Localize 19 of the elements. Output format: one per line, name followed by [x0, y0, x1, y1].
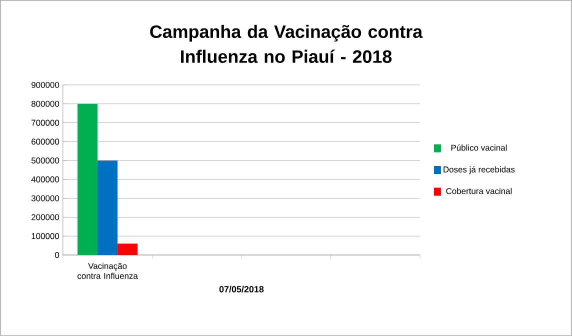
chart-title: Campanha da Vacinação contra Influenza no Piauí - 2018 — [150, 24, 423, 63]
x-axis-title: 07/05/2018 — [219, 286, 264, 292]
bar — [118, 244, 138, 256]
y-tick-label: 200000 — [32, 214, 60, 220]
y-tick-label: 300000 — [31, 195, 60, 202]
legend-label: Cobertura vacinal — [446, 188, 512, 194]
legend-label: Doses já recebidas — [444, 166, 515, 174]
legend-label: Público vacinal — [451, 144, 507, 151]
y-tick-label: 0 — [55, 252, 60, 258]
y-tick-label: 600000 — [32, 138, 60, 145]
y-tick-label: 500000 — [31, 158, 60, 164]
y-tick-label: 900000 — [32, 82, 60, 88]
y-tick-label: 700000 — [32, 120, 60, 126]
y-tick-label: 800000 — [32, 100, 60, 107]
x-tick-label: Vacinação contra Influenza — [78, 262, 138, 279]
bar — [98, 160, 118, 256]
bar — [78, 104, 98, 256]
y-tick-label: 100000 — [32, 233, 60, 240]
y-tick-label: 400000 — [31, 176, 60, 182]
